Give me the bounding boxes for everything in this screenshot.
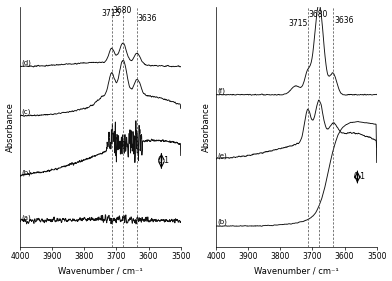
Text: 3680: 3680	[309, 10, 328, 19]
Text: 3636: 3636	[137, 13, 156, 22]
X-axis label: Wavenumber / cm⁻¹: Wavenumber / cm⁻¹	[58, 266, 143, 275]
Text: (b): (b)	[21, 170, 31, 176]
Text: 0.1: 0.1	[158, 157, 170, 166]
Text: (f): (f)	[217, 87, 225, 94]
Text: (e): (e)	[217, 152, 227, 158]
Text: (a): (a)	[21, 215, 31, 221]
Y-axis label: Absorbance: Absorbance	[201, 102, 211, 152]
Text: 0.1: 0.1	[354, 173, 366, 182]
X-axis label: Wavenumber / cm⁻¹: Wavenumber / cm⁻¹	[254, 266, 339, 275]
Text: 3636: 3636	[334, 16, 354, 25]
Y-axis label: Absorbance: Absorbance	[5, 102, 15, 152]
Text: (b): (b)	[217, 219, 227, 225]
Text: (d): (d)	[21, 59, 31, 65]
Text: 3680: 3680	[113, 6, 132, 15]
Text: 3715: 3715	[102, 10, 121, 19]
Text: (c): (c)	[21, 108, 31, 115]
Text: 3715: 3715	[289, 19, 308, 28]
